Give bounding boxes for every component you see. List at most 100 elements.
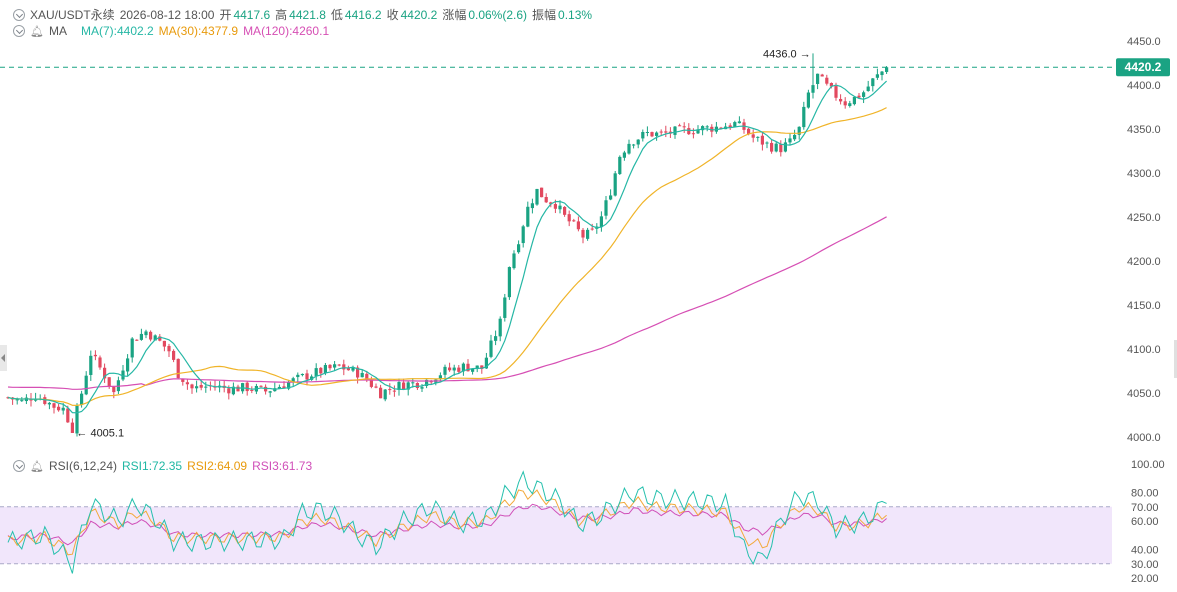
open-label: 开 (219, 8, 232, 22)
collapse-left-handle[interactable] (0, 345, 7, 371)
candle-body (553, 204, 557, 209)
candle-body (829, 83, 833, 87)
ohlc-header: XAU/USDT永续 2026-08-12 18:00 开 4417.6 高 4… (13, 6, 597, 23)
price-axis-tick: 4400.0 (1127, 80, 1161, 92)
candle-body (540, 187, 544, 198)
candle-body (158, 336, 162, 341)
candle-body (530, 203, 534, 209)
candle-body (751, 134, 755, 138)
candle-body (89, 355, 93, 375)
candle-body (259, 385, 263, 387)
rsi-axis-tick: 60.00 (1131, 516, 1159, 528)
price-axis-tick: 4450.0 (1127, 36, 1161, 48)
collapse-chevron-icon[interactable] (13, 25, 25, 37)
max-price-label: 4436.0 → (763, 48, 811, 60)
rsi-overbought-oversold-band (0, 506, 1112, 564)
candle-body (98, 357, 102, 368)
candle-body (659, 131, 663, 133)
rsi-axis-tick: 30.00 (1131, 559, 1159, 571)
rsi-axis-tick: 80.00 (1131, 488, 1159, 500)
candle-body (737, 121, 741, 124)
candle-body (245, 382, 249, 392)
candle-body (369, 380, 373, 387)
candle-body (622, 152, 626, 158)
candle-body (875, 74, 879, 78)
candle-body (586, 229, 590, 239)
candle-body (333, 364, 337, 368)
ma7-value: MA(7):4402.2 (80, 24, 154, 38)
candle-body (701, 126, 705, 131)
candle-body (250, 389, 254, 391)
candle-body (678, 125, 682, 127)
candle-body (402, 382, 406, 390)
candle-body (664, 131, 668, 133)
candle-body (765, 142, 769, 144)
candle-body (779, 144, 783, 153)
high-label: 高 (275, 8, 288, 22)
rsi-axis-tick: 20.00 (1131, 573, 1159, 585)
candle-body (443, 366, 447, 375)
candle-body (820, 74, 824, 77)
close-label: 收 (386, 8, 399, 22)
collapse-chevron-icon[interactable] (13, 460, 25, 472)
candle-body (195, 386, 199, 389)
candle-body (425, 379, 429, 386)
candle-body (167, 345, 171, 352)
candle-body (655, 132, 659, 136)
rsi-axis-tick: 100.00 (1131, 459, 1165, 471)
candle-body (618, 156, 622, 174)
candle-body (498, 318, 502, 337)
candle-body (392, 390, 396, 392)
candle-body (388, 389, 392, 391)
candle-body (70, 422, 74, 433)
candle-body (84, 375, 88, 395)
candle-body (287, 382, 291, 389)
candle-body (696, 129, 700, 134)
candle-body (682, 126, 686, 128)
close-value: 4420.2 (400, 7, 438, 22)
candle-body (241, 383, 245, 392)
candle-body (774, 143, 778, 152)
candle-body (342, 364, 346, 370)
collapse-chevron-icon[interactable] (13, 8, 25, 21)
candle-body (236, 386, 240, 392)
candle-body (613, 173, 617, 196)
price-axis-tick: 4050.0 (1127, 388, 1161, 400)
candle-body (231, 386, 235, 395)
candle-body (153, 335, 157, 341)
candle-body (34, 398, 38, 401)
candle-body (227, 388, 231, 394)
price-axis-tick: 4000.0 (1127, 432, 1161, 444)
low-value: 4416.2 (344, 7, 382, 22)
candle-body (475, 365, 479, 370)
ma120-value: MA(120):4260.1 (243, 24, 330, 38)
rsi-title: RSI(6,12,24) (48, 459, 118, 473)
candle-body (47, 402, 51, 405)
candle-body (489, 340, 493, 357)
candle-body (66, 408, 70, 423)
candle-body (52, 403, 56, 408)
candle-body (356, 367, 360, 378)
price-axis-tick: 4150.0 (1127, 300, 1161, 312)
candle-body (411, 382, 415, 384)
rsi1-value: RSI1:72.35 (122, 459, 183, 473)
candle-body (406, 382, 410, 390)
bell-icon[interactable]: 🔔︎ (30, 460, 44, 473)
candle-body (190, 384, 194, 389)
bell-icon[interactable]: 🔔︎ (30, 25, 44, 38)
candle-body (75, 405, 79, 434)
ma30-value: MA(30):4377.9 (158, 24, 239, 38)
candle-body (848, 103, 852, 107)
candle-body (645, 131, 649, 133)
candle-body (576, 221, 580, 230)
candle-body (687, 128, 691, 135)
rsi-legend: 🔔︎ RSI(6,12,24) RSI1:72.35 RSI2:64.09 RS… (13, 459, 317, 473)
ma7-line (7, 80, 888, 414)
candle-body (365, 373, 369, 381)
resize-right-handle[interactable] (1174, 340, 1177, 378)
candle-body (438, 375, 442, 379)
candle-body (471, 368, 475, 372)
candle-body (691, 133, 695, 135)
candle-body (296, 374, 300, 378)
